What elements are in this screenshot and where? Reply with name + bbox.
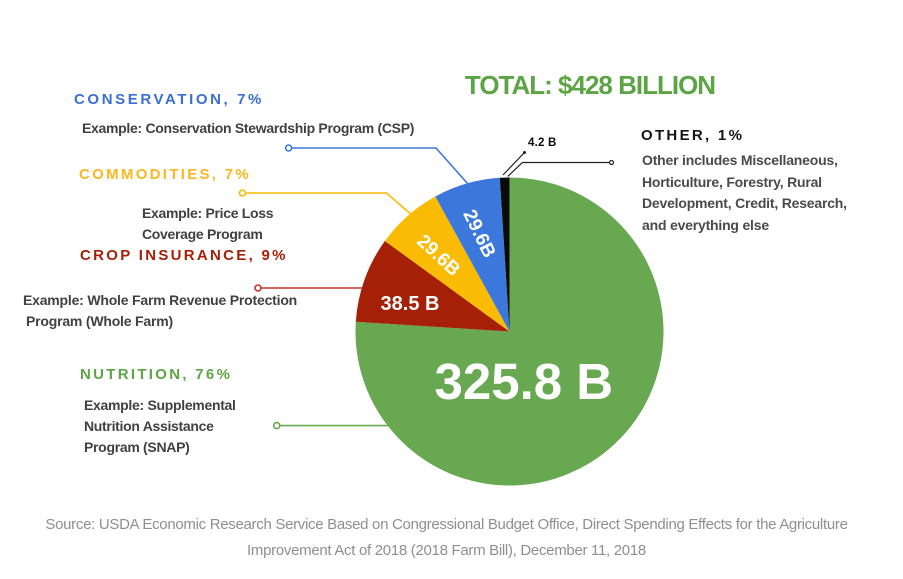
svg-text:325.8 B: 325.8 B <box>434 353 613 410</box>
svg-text:38.5 B: 38.5 B <box>381 293 440 315</box>
